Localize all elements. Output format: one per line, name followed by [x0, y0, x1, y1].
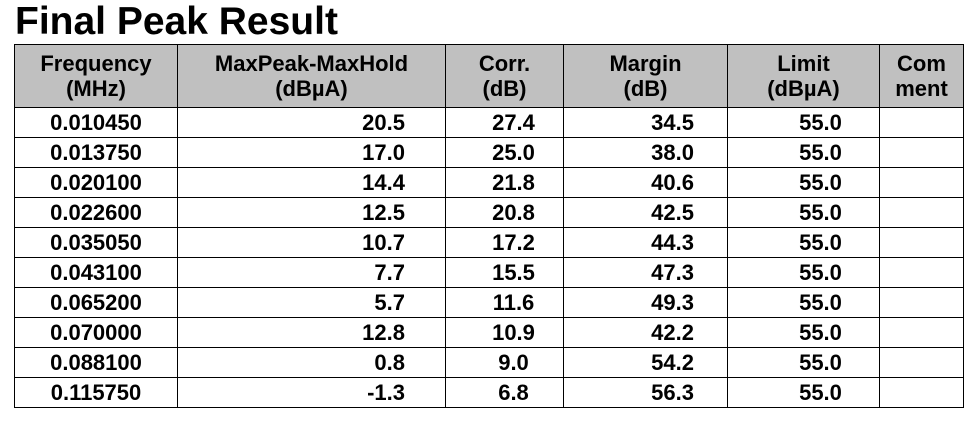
table-row: 0.065200 5.7 11.6 49.3 55.0 — [14, 287, 964, 318]
cell-corr: 17.2 — [445, 227, 564, 258]
header-maxpeak-label: MaxPeak-MaxHold — [214, 51, 409, 76]
cell-comment — [879, 167, 964, 198]
page-title: Final Peak Result — [15, 0, 338, 43]
cell-corr: 27.4 — [445, 107, 564, 138]
header-comment-line1: Com — [897, 51, 946, 76]
cell-frequency: 0.013750 — [14, 137, 178, 168]
cell-maxpeak-maxhold: 0.8 — [177, 347, 446, 378]
cell-maxpeak-maxhold: 5.7 — [177, 287, 446, 318]
header-margin-label: Margin — [609, 51, 682, 76]
final-peak-result-table: Frequency (MHz) MaxPeak-MaxHold (dBµA) C… — [14, 44, 964, 408]
cell-corr: 6.8 — [445, 377, 564, 408]
cell-frequency: 0.088100 — [14, 347, 178, 378]
cell-maxpeak-maxhold: 20.5 — [177, 107, 446, 138]
cell-limit: 55.0 — [727, 227, 880, 258]
cell-margin: 34.5 — [563, 107, 728, 138]
table-row: 0.020100 14.4 21.8 40.6 55.0 — [14, 167, 964, 198]
cell-maxpeak-maxhold: 12.5 — [177, 197, 446, 228]
table-header-row: Frequency (MHz) MaxPeak-MaxHold (dBµA) C… — [14, 44, 964, 108]
header-frequency: Frequency (MHz) — [14, 44, 178, 108]
header-maxpeak-maxhold: MaxPeak-MaxHold (dBµA) — [177, 44, 446, 108]
cell-limit: 55.0 — [727, 137, 880, 168]
cell-corr: 9.0 — [445, 347, 564, 378]
table-row: 0.088100 0.8 9.0 54.2 55.0 — [14, 347, 964, 378]
cell-frequency: 0.043100 — [14, 257, 178, 288]
cell-margin: 40.6 — [563, 167, 728, 198]
cell-limit: 55.0 — [727, 377, 880, 408]
cell-comment — [879, 377, 964, 408]
cell-limit: 55.0 — [727, 287, 880, 318]
header-corr: Corr. (dB) — [445, 44, 564, 108]
cell-corr: 15.5 — [445, 257, 564, 288]
table-row: 0.043100 7.7 15.5 47.3 55.0 — [14, 257, 964, 288]
cell-margin: 54.2 — [563, 347, 728, 378]
cell-corr: 21.8 — [445, 167, 564, 198]
cell-frequency: 0.115750 — [14, 377, 178, 408]
header-frequency-unit: (MHz) — [66, 76, 126, 101]
cell-maxpeak-maxhold: 7.7 — [177, 257, 446, 288]
header-maxpeak-unit: (dBµA) — [275, 76, 348, 101]
table-row: 0.115750 -1.3 6.8 56.3 55.0 — [14, 377, 964, 408]
cell-maxpeak-maxhold: 10.7 — [177, 227, 446, 258]
table-body: 0.010450 20.5 27.4 34.5 55.0 0.013750 17.0 25.0… — [14, 107, 964, 408]
cell-margin: 42.2 — [563, 317, 728, 348]
cell-maxpeak-maxhold: 17.0 — [177, 137, 446, 168]
cell-corr: 20.8 — [445, 197, 564, 228]
cell-maxpeak-maxhold: -1.3 — [177, 377, 446, 408]
cell-margin: 44.3 — [563, 227, 728, 258]
header-corr-unit: (dB) — [482, 76, 527, 101]
cell-margin: 56.3 — [563, 377, 728, 408]
cell-comment — [879, 287, 964, 318]
cell-maxpeak-maxhold: 14.4 — [177, 167, 446, 198]
cell-frequency: 0.065200 — [14, 287, 178, 318]
cell-margin: 38.0 — [563, 137, 728, 168]
header-margin: Margin (dB) — [563, 44, 728, 108]
cell-frequency: 0.070000 — [14, 317, 178, 348]
cell-comment — [879, 347, 964, 378]
cell-comment — [879, 317, 964, 348]
cell-comment — [879, 107, 964, 138]
header-margin-unit: (dB) — [623, 76, 668, 101]
cell-corr: 11.6 — [445, 287, 564, 318]
cell-comment — [879, 197, 964, 228]
cell-margin: 49.3 — [563, 287, 728, 318]
table-row: 0.070000 12.8 10.9 42.2 55.0 — [14, 317, 964, 348]
cell-frequency: 0.010450 — [14, 107, 178, 138]
cell-limit: 55.0 — [727, 107, 880, 138]
cell-limit: 55.0 — [727, 317, 880, 348]
cell-maxpeak-maxhold: 12.8 — [177, 317, 446, 348]
cell-corr: 10.9 — [445, 317, 564, 348]
table-row: 0.035050 10.7 17.2 44.3 55.0 — [14, 227, 964, 258]
header-comment: Com ment — [879, 44, 964, 108]
header-limit-label: Limit — [777, 51, 830, 76]
header-frequency-label: Frequency — [40, 51, 152, 76]
cell-limit: 55.0 — [727, 257, 880, 288]
cell-margin: 42.5 — [563, 197, 728, 228]
header-limit: Limit (dBµA) — [727, 44, 880, 108]
cell-limit: 55.0 — [727, 167, 880, 198]
table-row: 0.013750 17.0 25.0 38.0 55.0 — [14, 137, 964, 168]
cell-comment — [879, 227, 964, 258]
cell-comment — [879, 137, 964, 168]
cell-comment — [879, 257, 964, 288]
cell-frequency: 0.020100 — [14, 167, 178, 198]
table-row: 0.022600 12.5 20.8 42.5 55.0 — [14, 197, 964, 228]
header-comment-line2: ment — [895, 76, 948, 101]
cell-margin: 47.3 — [563, 257, 728, 288]
header-limit-unit: (dBµA) — [767, 76, 840, 101]
cell-limit: 55.0 — [727, 347, 880, 378]
header-corr-label: Corr. — [478, 51, 531, 76]
cell-corr: 25.0 — [445, 137, 564, 168]
cell-frequency: 0.022600 — [14, 197, 178, 228]
cell-frequency: 0.035050 — [14, 227, 178, 258]
cell-limit: 55.0 — [727, 197, 880, 228]
table-row: 0.010450 20.5 27.4 34.5 55.0 — [14, 107, 964, 138]
